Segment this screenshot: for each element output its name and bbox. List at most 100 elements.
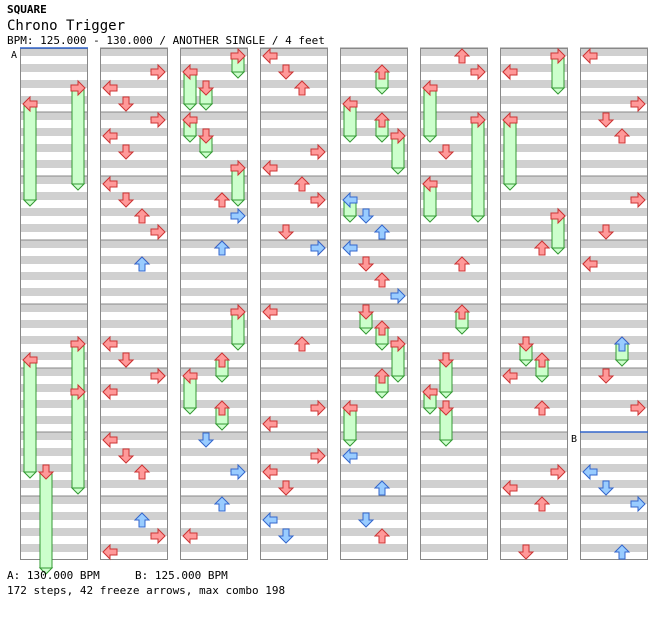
beat-stripe: [500, 464, 568, 472]
right-arrow-icon: [150, 367, 166, 385]
down-arrow-icon: [357, 208, 375, 224]
freeze-arrow-tail: [358, 327, 374, 335]
beat-stripe: [260, 496, 328, 504]
right-arrow-icon: [550, 207, 566, 225]
beat-stripe: [340, 208, 408, 216]
beat-stripe: [100, 112, 168, 120]
left-arrow-icon: [502, 367, 518, 385]
freeze-arrow-tail: [22, 199, 38, 207]
beat-stripe: [500, 336, 568, 344]
beat-stripe: [580, 288, 648, 296]
up-arrow-icon: [373, 320, 391, 336]
beat-stripe: [340, 512, 408, 520]
bpm-marker-label: B: [571, 434, 577, 445]
beat-stripe: [340, 224, 408, 232]
freeze-arrow-tail: [374, 135, 390, 143]
beat-stripe: [180, 448, 248, 456]
beat-stripe: [420, 528, 488, 536]
up-arrow-icon: [453, 304, 471, 320]
beat-stripe: [20, 544, 88, 552]
beat-stripe: [260, 144, 328, 152]
beat-stripe: [20, 336, 88, 344]
beat-stripe: [260, 48, 328, 56]
freeze-arrow-tail: [342, 439, 358, 447]
beat-stripe: [500, 544, 568, 552]
beat-stripe: [500, 96, 568, 104]
down-arrow-icon: [597, 112, 615, 128]
beat-stripe: [580, 192, 648, 200]
left-arrow-icon: [342, 239, 358, 257]
beat-stripe: [340, 320, 408, 328]
freeze-arrow-body: [71, 391, 85, 489]
beat-stripe: [20, 512, 88, 520]
left-arrow-icon: [582, 47, 598, 65]
beat-stripe: [260, 384, 328, 392]
beat-stripe: [260, 112, 328, 120]
beat-stripe: [180, 160, 248, 168]
beat-stripe: [420, 224, 488, 232]
beat-stripe: [20, 480, 88, 488]
left-arrow-icon: [262, 47, 278, 65]
freeze-arrow-tail: [70, 183, 86, 191]
beat-stripe: [100, 176, 168, 184]
beat-stripe: [260, 240, 328, 248]
left-arrow-icon: [342, 399, 358, 417]
freeze-arrow-tail: [342, 135, 358, 143]
beat-stripe: [180, 512, 248, 520]
beat-stripe: [420, 64, 488, 72]
up-arrow-icon: [453, 256, 471, 272]
beat-stripe: [580, 528, 648, 536]
up-arrow-icon: [373, 112, 391, 128]
beat-stripe: [20, 496, 88, 504]
freeze-arrow-tail: [198, 103, 214, 111]
right-arrow-icon: [150, 63, 166, 81]
beat-stripe: [260, 416, 328, 424]
down-arrow-icon: [597, 480, 615, 496]
beat-stripe: [500, 384, 568, 392]
left-arrow-icon: [22, 351, 38, 369]
beat-stripe: [20, 96, 88, 104]
beat-stripe: [260, 208, 328, 216]
beat-stripe: [180, 96, 248, 104]
beat-stripe: [340, 272, 408, 280]
freeze-arrow-body: [23, 359, 37, 473]
beat-stripe: [20, 208, 88, 216]
freeze-arrow-tail: [534, 375, 550, 383]
beat-stripe: [20, 352, 88, 360]
beat-stripe: [420, 368, 488, 376]
down-arrow-icon: [597, 224, 615, 240]
beat-stripe: [100, 64, 168, 72]
beat-stripe: [100, 272, 168, 280]
beat-stripe: [580, 352, 648, 360]
beat-stripe: [420, 480, 488, 488]
down-arrow-icon: [357, 304, 375, 320]
beat-stripe: [580, 544, 648, 552]
beat-stripe: [420, 336, 488, 344]
down-arrow-icon: [197, 128, 215, 144]
beat-stripe: [500, 144, 568, 152]
down-arrow-icon: [277, 528, 295, 544]
beat-stripe: [260, 224, 328, 232]
beat-stripe: [500, 256, 568, 264]
beat-stripe: [100, 80, 168, 88]
beat-stripe: [580, 112, 648, 120]
beat-stripe: [100, 512, 168, 520]
beat-stripe: [420, 400, 488, 408]
beat-stripe: [100, 528, 168, 536]
beat-stripe: [500, 320, 568, 328]
beat-stripe: [260, 64, 328, 72]
freeze-arrow-tail: [422, 407, 438, 415]
beat-stripe: [340, 240, 408, 248]
beat-stripe: [500, 240, 568, 248]
beat-stripe: [20, 272, 88, 280]
beat-stripe: [340, 96, 408, 104]
up-arrow-icon: [133, 208, 151, 224]
beat-stripe: [20, 224, 88, 232]
left-arrow-icon: [182, 367, 198, 385]
beat-stripe: [500, 304, 568, 312]
beat-stripe: [100, 352, 168, 360]
beat-stripe: [580, 336, 648, 344]
beat-stripe: [500, 400, 568, 408]
beat-stripe: [580, 80, 648, 88]
beat-stripe: [260, 320, 328, 328]
